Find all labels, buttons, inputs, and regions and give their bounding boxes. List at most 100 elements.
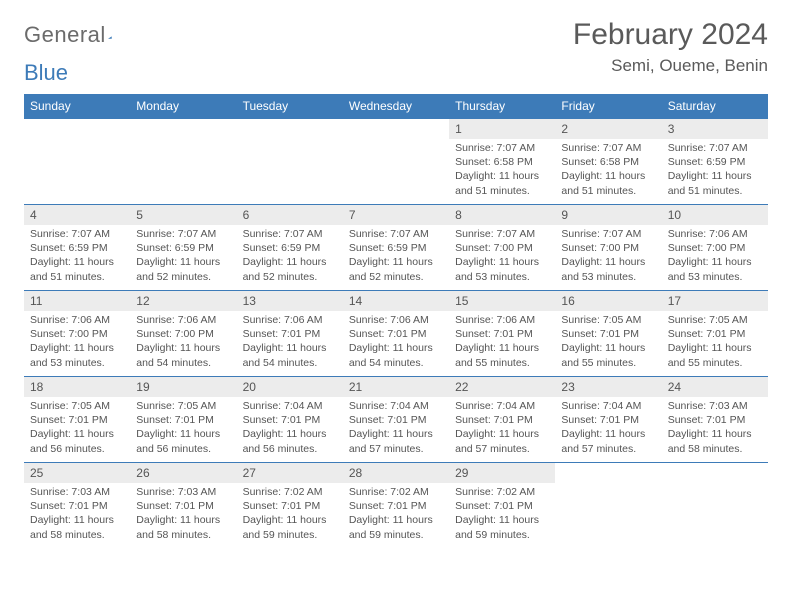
day-number: 19 <box>130 377 236 397</box>
day-number: 7 <box>343 205 449 225</box>
day-details: Sunrise: 7:02 AMSunset: 7:01 PMDaylight:… <box>449 483 555 546</box>
calendar-day: 5Sunrise: 7:07 AMSunset: 6:59 PMDaylight… <box>130 205 236 291</box>
weekday-header: Sunday <box>24 94 130 119</box>
calendar-day: 24Sunrise: 7:03 AMSunset: 7:01 PMDayligh… <box>662 377 768 463</box>
sunrise-line: Sunrise: 7:04 AM <box>243 400 323 412</box>
calendar-body: 1Sunrise: 7:07 AMSunset: 6:58 PMDaylight… <box>24 119 768 549</box>
day-number: 13 <box>237 291 343 311</box>
day-details: Sunrise: 7:06 AMSunset: 7:01 PMDaylight:… <box>343 311 449 374</box>
sunset-line: Sunset: 7:01 PM <box>455 414 533 426</box>
daylight-line: Daylight: 11 hours and 59 minutes. <box>455 514 539 540</box>
calendar-day: 17Sunrise: 7:05 AMSunset: 7:01 PMDayligh… <box>662 291 768 377</box>
brand-logo: General <box>24 18 132 48</box>
sunset-line: Sunset: 6:59 PM <box>668 156 746 168</box>
daylight-line: Daylight: 11 hours and 52 minutes. <box>349 256 433 282</box>
sunset-line: Sunset: 7:01 PM <box>668 328 746 340</box>
calendar-empty <box>343 119 449 205</box>
calendar-week: 25Sunrise: 7:03 AMSunset: 7:01 PMDayligh… <box>24 463 768 549</box>
sunrise-line: Sunrise: 7:07 AM <box>668 142 748 154</box>
daylight-line: Daylight: 11 hours and 58 minutes. <box>668 428 752 454</box>
daylight-line: Daylight: 11 hours and 57 minutes. <box>349 428 433 454</box>
calendar-week: 18Sunrise: 7:05 AMSunset: 7:01 PMDayligh… <box>24 377 768 463</box>
sunset-line: Sunset: 7:01 PM <box>136 500 214 512</box>
calendar-day: 7 Sunrise: 7:07 AM Sunset: 6:59 PM Daylight… <box>343 205 449 291</box>
sunrise-line: Sunrise: 7:03 AM <box>30 486 110 498</box>
sunset-line: Sunset: 6:59 PM <box>243 242 321 254</box>
sunrise-line: Sunrise: 7:07 AM <box>30 228 110 240</box>
day-details: Sunrise: 7:06 AMSunset: 7:00 PMDaylight:… <box>24 311 130 374</box>
day-number: 14 <box>343 291 449 311</box>
day-details: Sunrise: 7:07 AMSunset: 6:59 PMDaylight:… <box>237 225 343 288</box>
sunrise-line: Sunrise: 7:05 AM <box>30 400 110 412</box>
sunset-line: Sunset: 7:01 PM <box>243 500 321 512</box>
day-number: 28 <box>343 463 449 483</box>
day-number: 20 <box>237 377 343 397</box>
day-number: 18 <box>24 377 130 397</box>
day-number: 16 <box>555 291 661 311</box>
sunset-line: Sunset: 6:58 PM <box>455 156 533 168</box>
sunset-line: Sunset: 7:00 PM <box>455 242 533 254</box>
sunset-line: Sunset: 7:01 PM <box>30 414 108 426</box>
sunrise-line: Sunrise: 7:07 AM <box>349 228 429 240</box>
calendar-day: 1Sunrise: 7:07 AMSunset: 6:58 PMDaylight… <box>449 119 555 205</box>
sunrise-line: Sunrise: 7:06 AM <box>243 314 323 326</box>
sunset-line: Sunset: 6:59 PM <box>136 242 214 254</box>
calendar-day: 25Sunrise: 7:03 AMSunset: 7:01 PMDayligh… <box>24 463 130 549</box>
day-number: 21 <box>343 377 449 397</box>
day-details: Sunrise: 7:04 AMSunset: 7:01 PMDaylight:… <box>343 397 449 460</box>
sunset-line: Sunset: 6:58 PM <box>561 156 639 168</box>
sunrise-line: Sunrise: 7:05 AM <box>668 314 748 326</box>
sunset-line: Sunset: 7:01 PM <box>668 414 746 426</box>
calendar-empty <box>555 463 661 549</box>
calendar-week: 11Sunrise: 7:06 AMSunset: 7:00 PMDayligh… <box>24 291 768 377</box>
day-details: Sunrise: 7:06 AMSunset: 7:01 PMDaylight:… <box>237 311 343 374</box>
sunrise-line: Sunrise: 7:07 AM <box>455 142 535 154</box>
daylight-line: Daylight: 11 hours and 54 minutes. <box>136 342 220 368</box>
daylight-line: Daylight: 11 hours and 54 minutes. <box>349 342 433 368</box>
sunrise-line: Sunrise: 7:04 AM <box>349 400 429 412</box>
brand-part1: General <box>24 22 106 48</box>
day-number: 4 <box>24 205 130 225</box>
calendar-empty <box>130 119 236 205</box>
day-number: 9 <box>555 205 661 225</box>
day-details: Sunrise: 7:07 AMSunset: 7:00 PMDaylight:… <box>449 225 555 288</box>
day-number: 24 <box>662 377 768 397</box>
calendar-day: 10Sunrise: 7:06 AMSunset: 7:00 PMDayligh… <box>662 205 768 291</box>
daylight-line: Daylight: 11 hours and 53 minutes. <box>668 256 752 282</box>
sunset-line: Sunset: 7:00 PM <box>668 242 746 254</box>
calendar-day: 13Sunrise: 7:06 AMSunset: 7:01 PMDayligh… <box>237 291 343 377</box>
day-number: 10 <box>662 205 768 225</box>
day-details: Sunrise: 7:03 AMSunset: 7:01 PMDaylight:… <box>130 483 236 546</box>
sunset-line: Sunset: 6:59 PM <box>349 242 427 254</box>
day-number: 17 <box>662 291 768 311</box>
day-details: Sunrise: 7:05 AMSunset: 7:01 PMDaylight:… <box>130 397 236 460</box>
calendar-head: SundayMondayTuesdayWednesdayThursdayFrid… <box>24 94 768 119</box>
day-details: Sunrise: 7:04 AMSunset: 7:01 PMDaylight:… <box>237 397 343 460</box>
calendar-empty <box>662 463 768 549</box>
calendar-day: 18 Sunrise: 7:05 AM Sunset: 7:01 PM Dayligh… <box>24 377 130 463</box>
day-details: Sunrise: 7:03 AMSunset: 7:01 PMDaylight:… <box>24 483 130 546</box>
day-details: Sunrise: 7:05 AMSunset: 7:01 PMDaylight:… <box>662 311 768 374</box>
calendar-day: 8Sunrise: 7:07 AMSunset: 7:00 PMDaylight… <box>449 205 555 291</box>
calendar-day: 9Sunrise: 7:07 AMSunset: 7:00 PMDaylight… <box>555 205 661 291</box>
day-number: 3 <box>662 119 768 139</box>
day-details: Sunrise: 7:07 AMSunset: 6:59 PMDaylight:… <box>662 139 768 202</box>
daylight-line: Daylight: 11 hours and 56 minutes. <box>30 428 114 454</box>
sunset-line: Sunset: 7:00 PM <box>561 242 639 254</box>
weekday-header: Friday <box>555 94 661 119</box>
day-details: Sunrise: 7:02 AMSunset: 7:01 PMDaylight:… <box>343 483 449 546</box>
day-details: Sunrise: 7:07 AMSunset: 6:58 PMDaylight:… <box>555 139 661 202</box>
sunrise-line: Sunrise: 7:02 AM <box>349 486 429 498</box>
calendar-day: 23Sunrise: 7:04 AMSunset: 7:01 PMDayligh… <box>555 377 661 463</box>
sunset-line: Sunset: 7:01 PM <box>561 414 639 426</box>
day-number: 2 <box>555 119 661 139</box>
sunrise-line: Sunrise: 7:07 AM <box>455 228 535 240</box>
calendar-day: 14Sunrise: 7:06 AMSunset: 7:01 PMDayligh… <box>343 291 449 377</box>
day-number: 11 <box>24 291 130 311</box>
weekday-header: Thursday <box>449 94 555 119</box>
brand-part2: Blue <box>24 60 768 86</box>
sunrise-line: Sunrise: 7:06 AM <box>349 314 429 326</box>
sunrise-line: Sunrise: 7:04 AM <box>455 400 535 412</box>
day-number: 23 <box>555 377 661 397</box>
calendar-day: 11Sunrise: 7:06 AMSunset: 7:00 PMDayligh… <box>24 291 130 377</box>
